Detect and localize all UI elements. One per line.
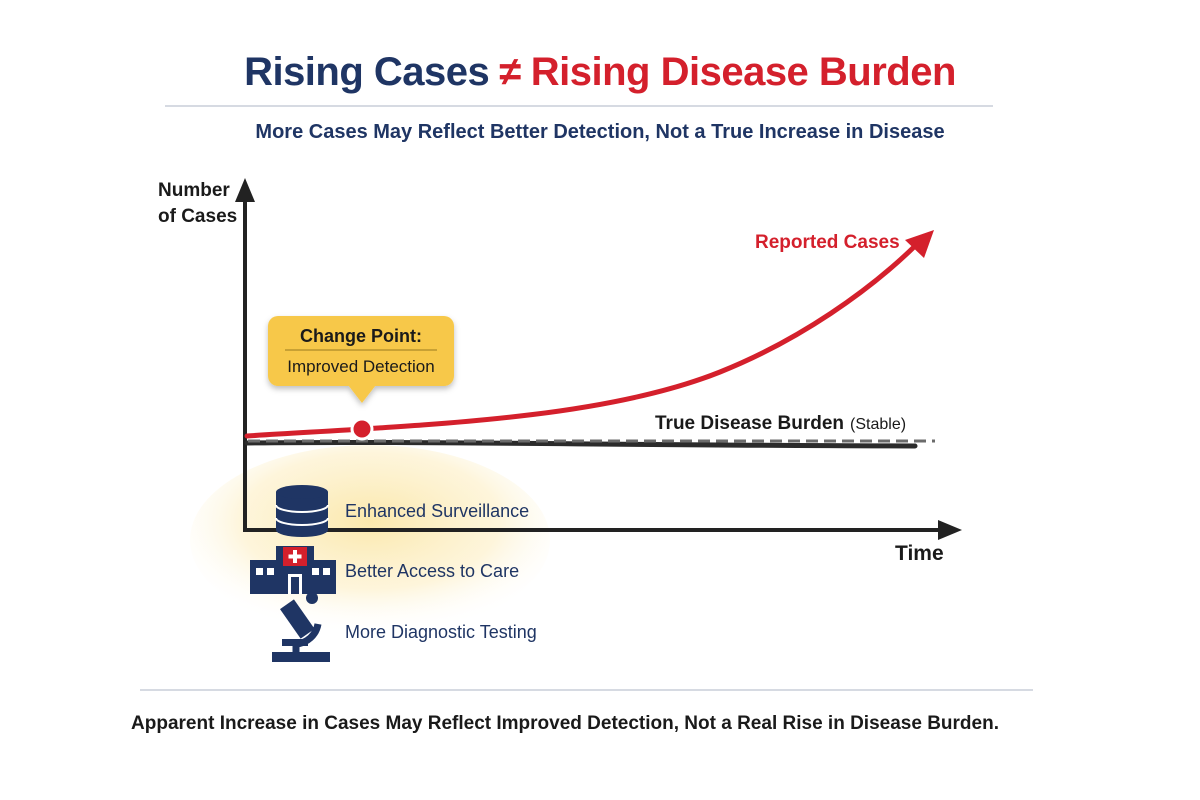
true-burden-label: True Disease Burden (Stable): [655, 413, 906, 434]
callout-box: [268, 316, 454, 386]
reported-cases-arrowhead: [905, 230, 934, 258]
true-burden-label-note: (Stable): [850, 416, 906, 433]
y-axis-label-line1: Number: [158, 180, 230, 201]
factor-label-testing: More Diagnostic Testing: [345, 622, 537, 642]
database-icon: [275, 485, 329, 537]
true-burden-line: [244, 439, 918, 449]
x-axis-label: Time: [895, 542, 944, 565]
title-right: Rising Disease Burden: [530, 50, 957, 94]
reported-cases-label: Reported Cases: [755, 232, 900, 253]
change-point-marker: [350, 417, 374, 441]
hospital-icon: [250, 546, 336, 594]
factor-label-surveillance: Enhanced Surveillance: [345, 501, 529, 521]
factor-label-access: Better Access to Care: [345, 561, 519, 581]
callout-title: Change Point:: [300, 326, 422, 346]
subtitle: More Cases May Reflect Better Detection,…: [255, 121, 945, 143]
not-equal-symbol: ≠: [499, 50, 521, 94]
footer-caption: Apparent Increase in Cases May Reflect I…: [131, 713, 999, 734]
callout-pointer: [348, 385, 376, 403]
true-burden-label-main: True Disease Burden: [655, 413, 844, 434]
reported-cases-line: [244, 243, 918, 439]
page-title: Rising Cases ≠ Rising Disease Burden: [0, 46, 1200, 98]
y-axis-arrowhead: [235, 178, 255, 202]
y-axis-label-line2: of Cases: [158, 206, 237, 227]
microscope-icon: [272, 592, 330, 662]
change-point-callout: [268, 316, 454, 403]
callout-body: Improved Detection: [287, 357, 434, 376]
title-left: Rising Cases: [244, 50, 490, 94]
x-axis-arrowhead: [938, 520, 962, 540]
